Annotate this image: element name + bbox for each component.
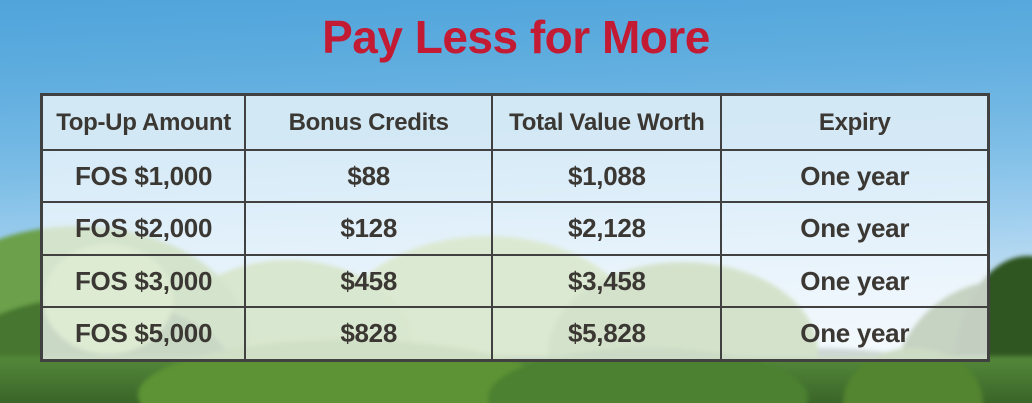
table-cell: $128 — [244, 201, 494, 256]
table-row: FOS $1,000 $88 $1,088 One year — [40, 148, 990, 204]
pricing-table-header: Top-Up Amount Bonus Credits Total Value … — [40, 93, 990, 151]
pricing-table-body: FOS $1,000 $88 $1,088 One year FOS $2,000 $12… — [40, 148, 990, 362]
page-title: Pay Less for More — [322, 11, 710, 63]
table-cell: $1,088 — [491, 148, 723, 204]
table-cell: One year — [720, 306, 990, 362]
table-cell: $5,828 — [491, 306, 723, 362]
table-cell: FOS $1,000 — [40, 148, 247, 204]
table-header-cell: Bonus Credits — [244, 93, 494, 151]
table-header-cell: Total Value Worth — [491, 93, 723, 151]
table-cell: $3,458 — [491, 253, 723, 309]
table-cell: One year — [720, 148, 990, 204]
table-cell: $458 — [244, 253, 494, 309]
table-cell: $828 — [244, 306, 494, 362]
table-cell: $88 — [244, 148, 494, 204]
table-header-row: Top-Up Amount Bonus Credits Total Value … — [40, 93, 990, 151]
table-row: FOS $5,000 $828 $5,828 One year — [40, 306, 990, 362]
table-cell: FOS $3,000 — [40, 253, 247, 309]
table-cell: One year — [720, 253, 990, 309]
table-header-cell: Expiry — [720, 93, 990, 151]
table-cell: $2,128 — [491, 201, 723, 256]
table-row: FOS $3,000 $458 $3,458 One year — [40, 253, 990, 309]
table-cell: FOS $2,000 — [40, 201, 247, 256]
table-row: FOS $2,000 $128 $2,128 One year — [40, 201, 990, 256]
table-cell: FOS $5,000 — [40, 306, 247, 362]
table-header-cell: Top-Up Amount — [40, 93, 247, 151]
pricing-table: Top-Up Amount Bonus Credits Total Value … — [40, 93, 990, 362]
table-cell: One year — [720, 201, 990, 256]
